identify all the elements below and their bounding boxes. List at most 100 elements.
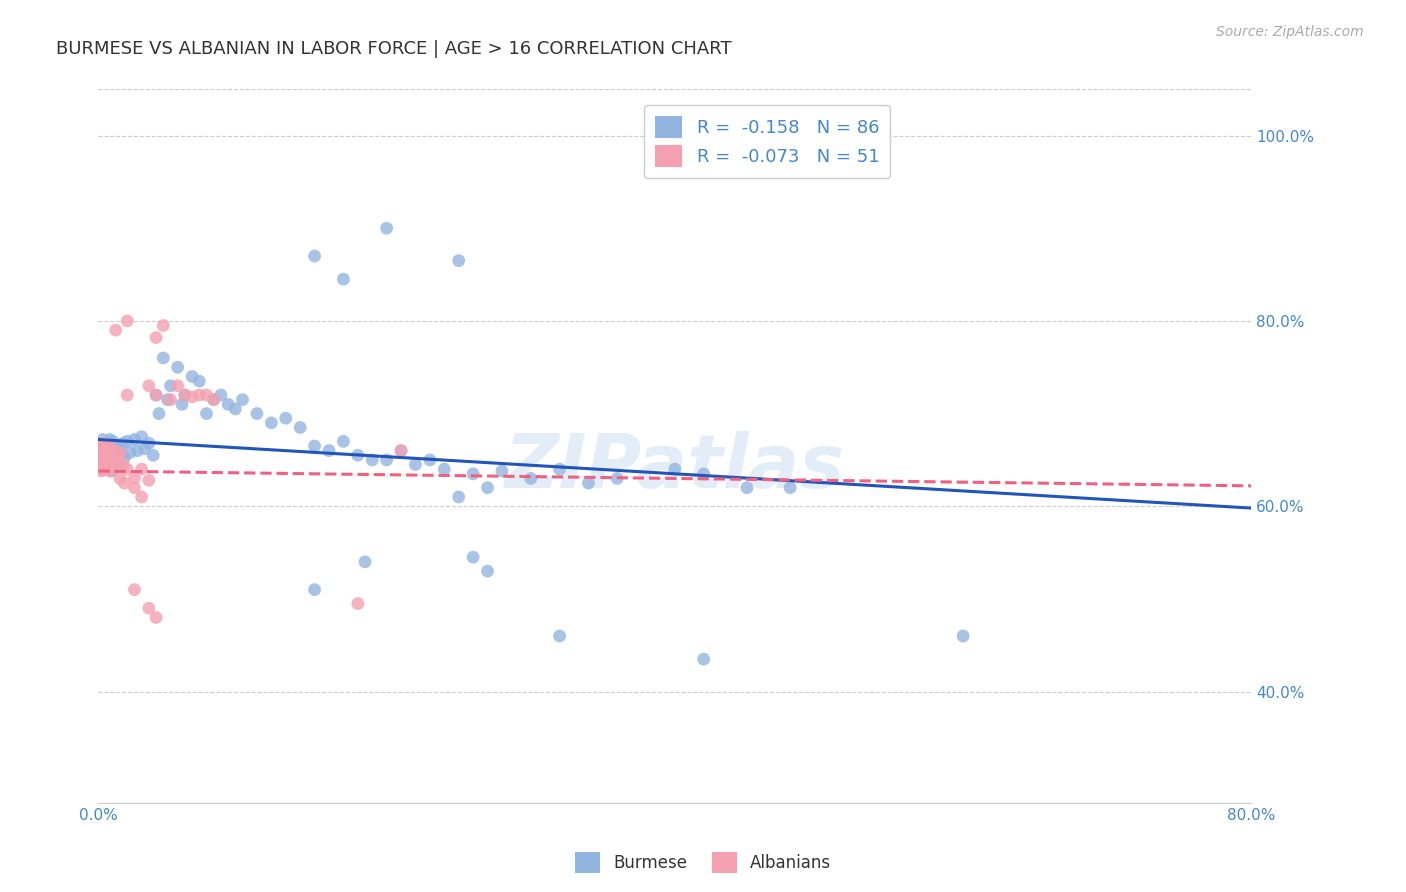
Point xyxy=(332,434,354,449)
Point xyxy=(96,445,118,459)
Point xyxy=(103,443,125,458)
Point xyxy=(138,601,160,615)
Point xyxy=(104,323,127,337)
Point xyxy=(134,442,156,456)
Point xyxy=(98,433,121,447)
Point xyxy=(108,471,131,485)
Point xyxy=(108,443,131,458)
Point xyxy=(98,442,121,456)
Point xyxy=(120,445,142,459)
Point xyxy=(170,397,193,411)
Point xyxy=(97,439,120,453)
Text: BURMESE VS ALBANIAN IN LABOR FORCE | AGE > 16 CORRELATION CHART: BURMESE VS ALBANIAN IN LABOR FORCE | AGE… xyxy=(56,40,733,58)
Point xyxy=(94,436,117,450)
Point xyxy=(131,490,153,504)
Point xyxy=(101,455,124,469)
Point xyxy=(447,253,470,268)
Point xyxy=(274,411,297,425)
Point xyxy=(260,416,283,430)
Point xyxy=(389,443,412,458)
Point xyxy=(491,464,513,478)
Point xyxy=(91,458,114,472)
Point xyxy=(332,272,354,286)
Point xyxy=(477,564,499,578)
Point xyxy=(117,314,139,328)
Point xyxy=(117,462,139,476)
Point xyxy=(405,458,427,472)
Point xyxy=(90,462,112,476)
Point xyxy=(100,445,122,459)
Point xyxy=(108,445,131,459)
Point xyxy=(94,439,117,453)
Point xyxy=(224,401,246,416)
Point xyxy=(94,460,117,475)
Point xyxy=(90,442,112,456)
Point xyxy=(375,453,398,467)
Text: Source: ZipAtlas.com: Source: ZipAtlas.com xyxy=(1216,25,1364,39)
Point xyxy=(89,448,111,462)
Point xyxy=(159,378,181,392)
Point xyxy=(96,460,118,475)
Point xyxy=(156,392,179,407)
Point xyxy=(97,455,120,469)
Point xyxy=(389,443,412,458)
Point xyxy=(246,407,269,421)
Point xyxy=(138,473,160,487)
Point xyxy=(94,451,117,466)
Point xyxy=(103,442,125,456)
Point xyxy=(100,448,122,462)
Point xyxy=(174,388,197,402)
Point xyxy=(124,582,146,597)
Point xyxy=(94,445,117,459)
Point xyxy=(346,597,368,611)
Point xyxy=(131,462,153,476)
Point xyxy=(111,436,134,450)
Point xyxy=(181,390,204,404)
Point xyxy=(145,388,167,402)
Point xyxy=(735,481,758,495)
Point xyxy=(93,443,115,458)
Point xyxy=(693,652,716,666)
Point xyxy=(304,439,326,453)
Point xyxy=(117,388,139,402)
Point xyxy=(188,388,211,402)
Point xyxy=(419,453,441,467)
Point xyxy=(101,434,124,449)
Point xyxy=(96,436,118,450)
Point xyxy=(304,582,326,597)
Point xyxy=(111,458,134,472)
Point xyxy=(217,397,239,411)
Point xyxy=(188,374,211,388)
Point xyxy=(477,481,499,495)
Point xyxy=(693,467,716,481)
Point xyxy=(91,433,114,447)
Point xyxy=(104,460,127,475)
Point xyxy=(145,388,167,402)
Point xyxy=(124,433,146,447)
Point xyxy=(152,351,174,365)
Point xyxy=(202,392,225,407)
Point xyxy=(202,392,225,407)
Point xyxy=(433,462,456,476)
Point xyxy=(89,455,111,469)
Point xyxy=(91,439,114,453)
Point xyxy=(110,448,132,462)
Point xyxy=(664,462,686,476)
Point xyxy=(318,443,340,458)
Point xyxy=(548,629,571,643)
Point xyxy=(375,221,398,235)
Point xyxy=(181,369,204,384)
Point xyxy=(166,360,188,375)
Point xyxy=(89,451,111,466)
Point xyxy=(447,490,470,504)
Point xyxy=(97,455,120,469)
Point xyxy=(98,464,121,478)
Point xyxy=(124,481,146,495)
Point xyxy=(138,436,160,450)
Point xyxy=(90,464,112,478)
Point xyxy=(174,388,197,402)
Point xyxy=(461,467,484,481)
Point xyxy=(166,378,188,392)
Point xyxy=(354,555,377,569)
Point xyxy=(952,629,974,643)
